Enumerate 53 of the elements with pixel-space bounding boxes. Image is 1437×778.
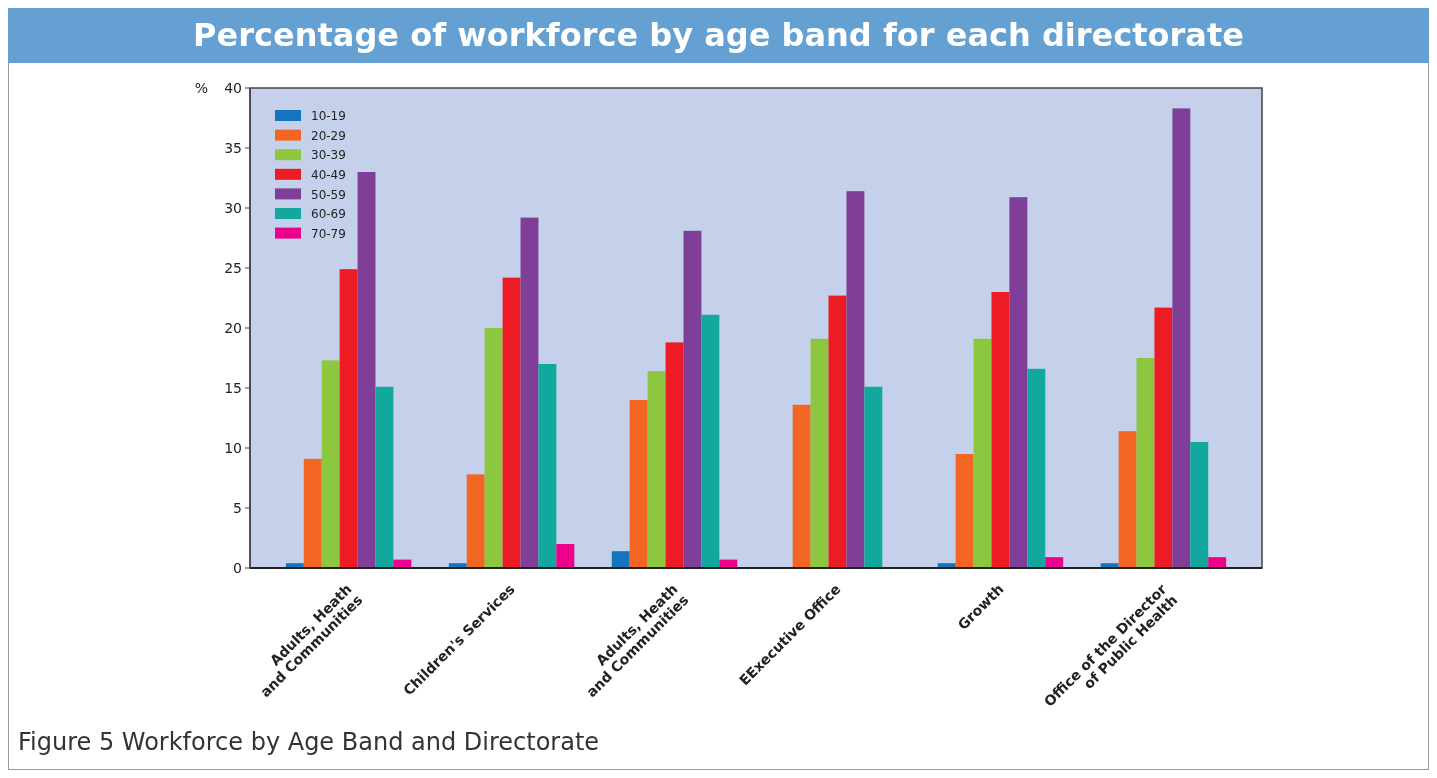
y-axis-title: % xyxy=(194,79,208,96)
bar xyxy=(828,295,847,568)
bar xyxy=(846,191,865,568)
bar xyxy=(991,292,1010,568)
bar xyxy=(556,544,575,568)
bar xyxy=(973,338,992,568)
bar xyxy=(629,400,648,568)
bar xyxy=(1009,197,1028,568)
bar xyxy=(1190,442,1209,568)
bar xyxy=(321,360,340,568)
y-tick-label: 35 xyxy=(224,139,242,156)
y-tick-label: 30 xyxy=(224,199,242,216)
bar xyxy=(357,172,376,568)
legend-label: 50-59 xyxy=(311,187,346,202)
bar xyxy=(665,342,684,568)
chart-title: Percentage of workforce by age band for each directorate xyxy=(193,16,1244,54)
bar xyxy=(502,277,521,568)
legend-label: 70-79 xyxy=(311,226,346,241)
bar xyxy=(792,404,811,568)
bar xyxy=(1045,557,1064,568)
bar xyxy=(683,230,702,568)
bar xyxy=(701,314,720,568)
bar xyxy=(1172,108,1191,568)
legend-label: 30-39 xyxy=(311,148,346,163)
legend-label: 60-69 xyxy=(311,207,346,222)
bar xyxy=(303,458,322,568)
bar xyxy=(375,386,394,568)
bar xyxy=(1118,431,1137,568)
y-tick-label: 15 xyxy=(224,379,242,396)
y-tick-label: 0 xyxy=(233,559,242,576)
bar xyxy=(647,371,666,568)
bar xyxy=(1154,307,1173,568)
legend-label: 40-49 xyxy=(311,168,346,182)
bar xyxy=(466,474,485,568)
bar xyxy=(1027,368,1046,568)
y-tick-label: 5 xyxy=(233,499,242,516)
bar xyxy=(810,338,829,568)
y-tick-label: 10 xyxy=(224,439,242,456)
y-tick-label: 40 xyxy=(224,79,242,96)
bar xyxy=(611,551,630,568)
bar xyxy=(520,217,539,568)
y-tick-label: 20 xyxy=(224,319,242,336)
bar xyxy=(1136,358,1155,568)
bar xyxy=(1208,557,1227,568)
y-tick-label: 25 xyxy=(224,259,242,276)
bar xyxy=(864,386,883,568)
legend-label: 10-19 xyxy=(311,109,346,124)
bar xyxy=(538,364,557,568)
caption: Figure 5 Workforce by Age Band and Directorate xyxy=(18,728,600,756)
legend-label: 20-29 xyxy=(311,128,346,143)
bar xyxy=(339,269,358,568)
bar xyxy=(955,454,974,568)
bar xyxy=(484,328,503,568)
